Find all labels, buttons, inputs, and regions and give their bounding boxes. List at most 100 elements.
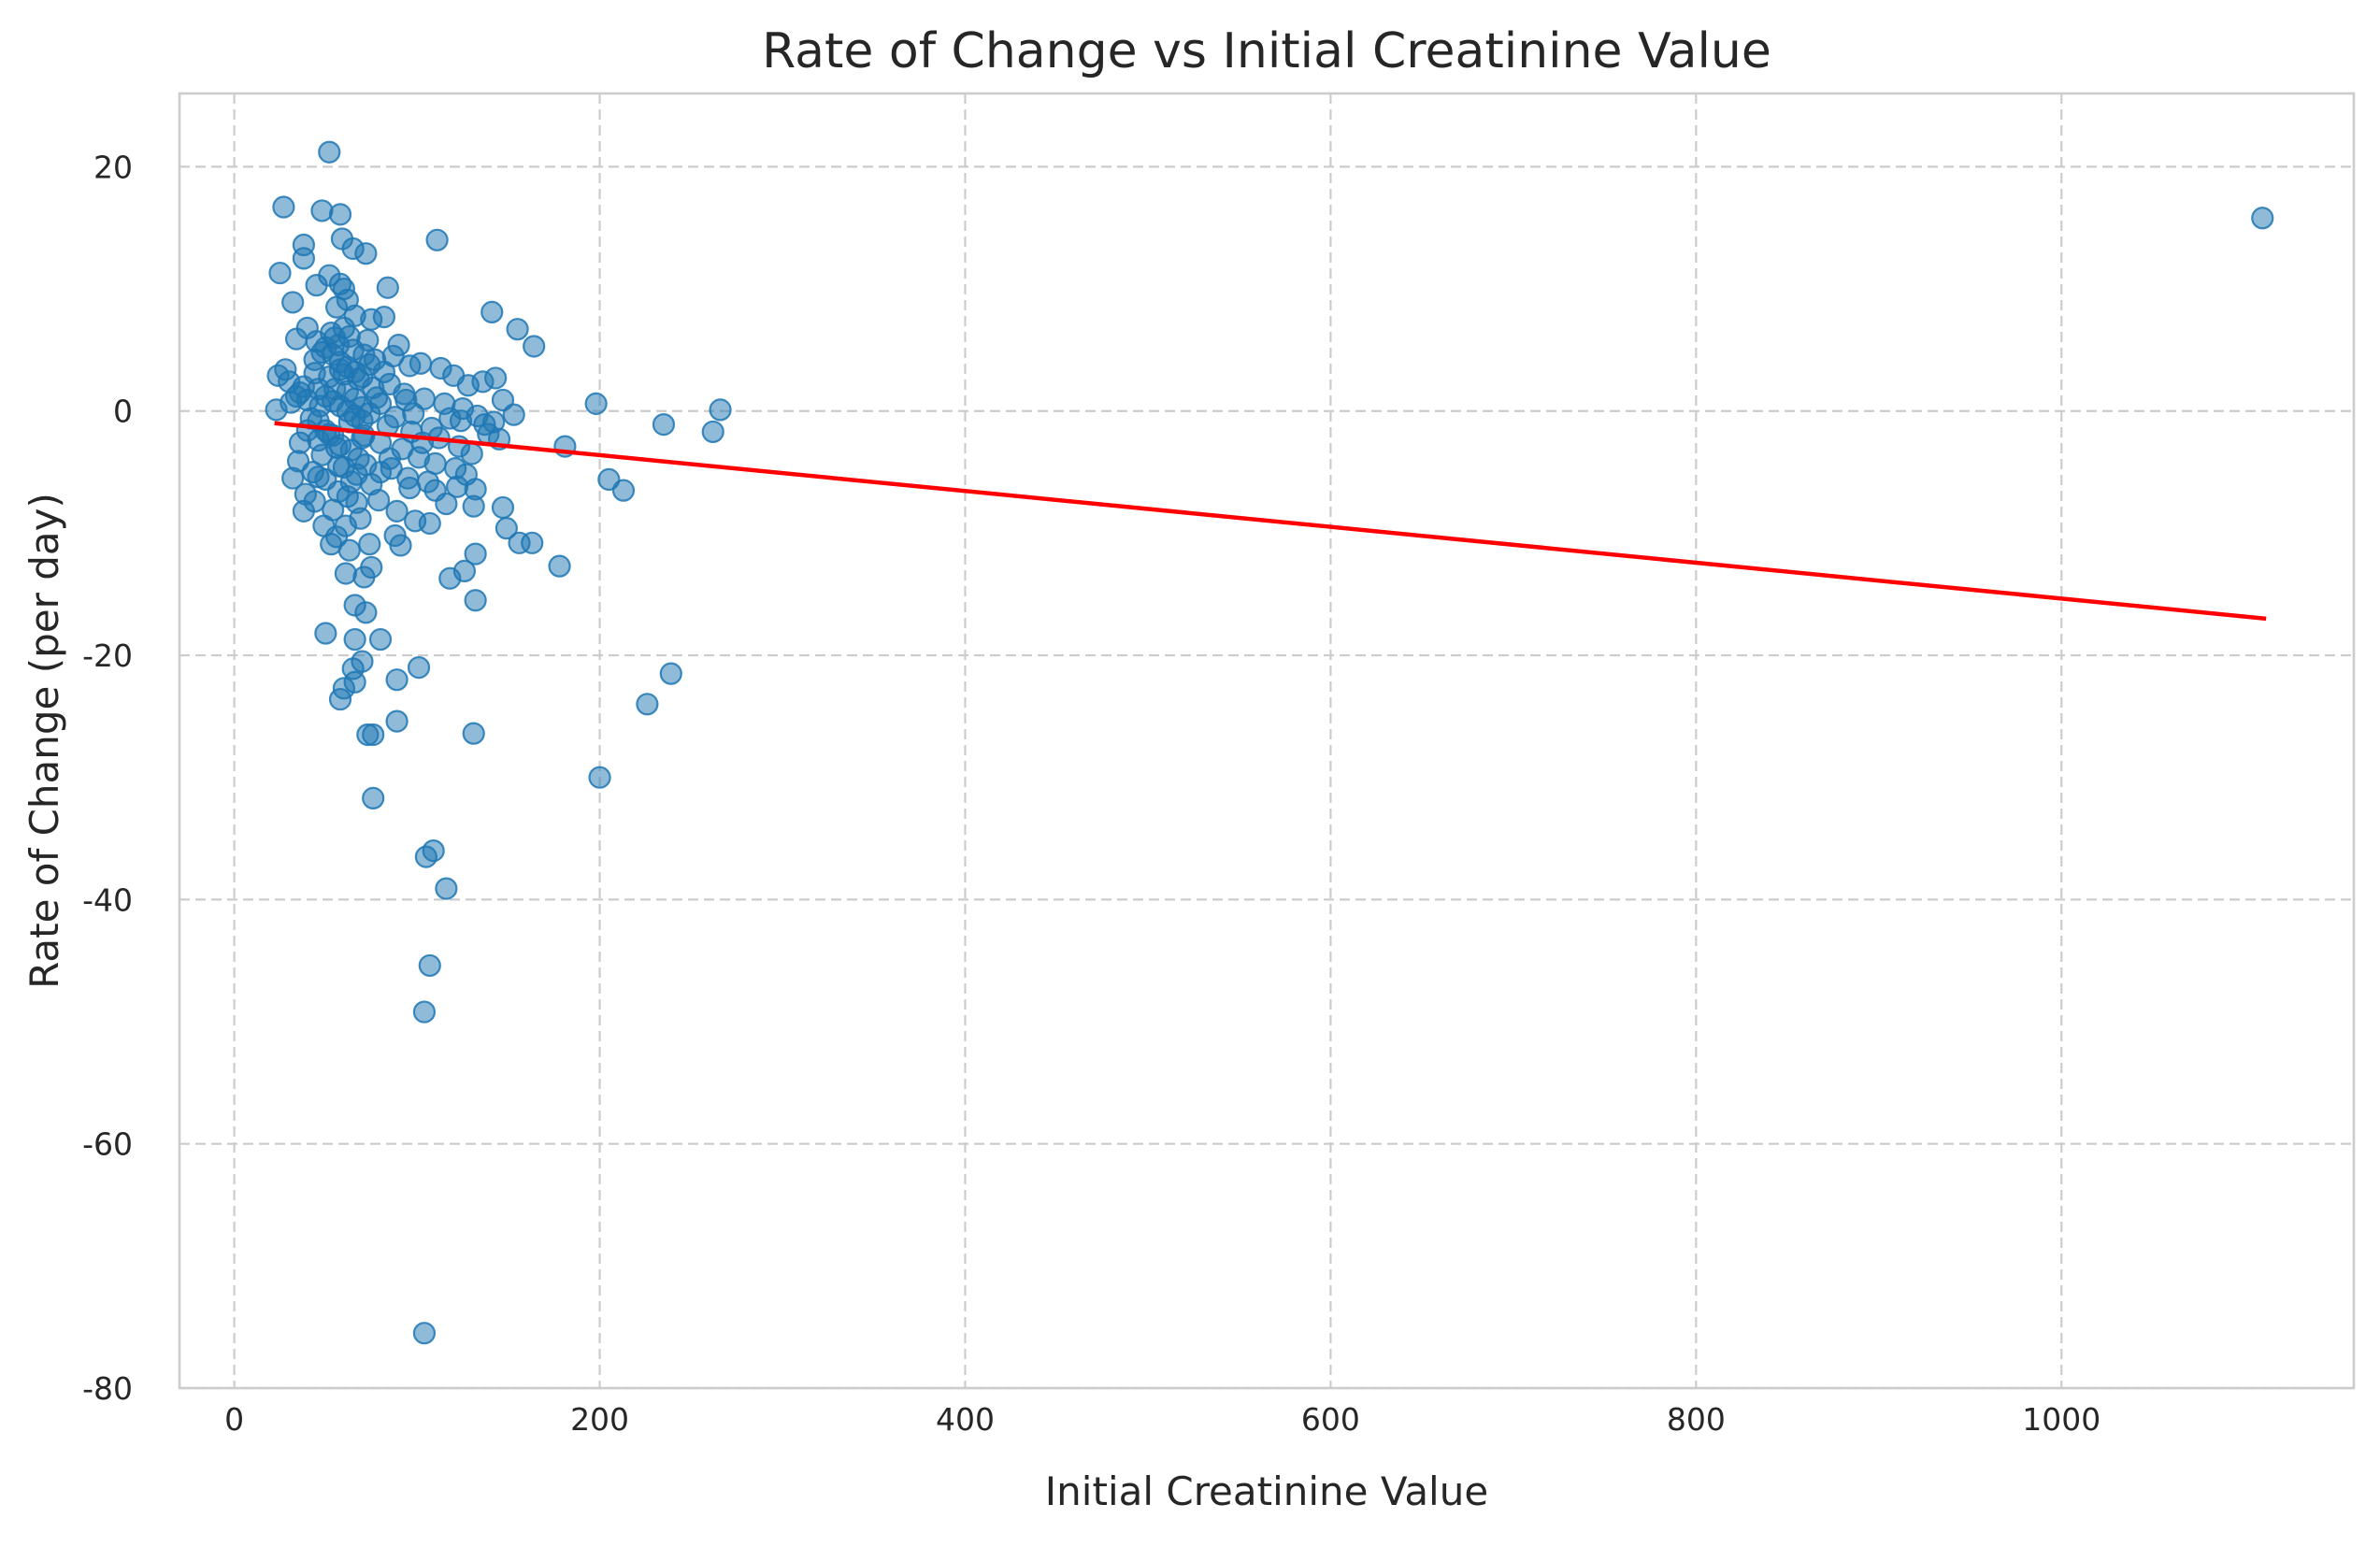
- data-point: [328, 358, 352, 381]
- y-tick-label: -20: [82, 637, 133, 674]
- data-point: [354, 601, 378, 624]
- data-point: [345, 491, 368, 514]
- grid-layer: [179, 93, 2354, 1390]
- data-point: [482, 410, 506, 434]
- data-point: [328, 687, 352, 711]
- data-point: [502, 403, 525, 426]
- data-point: [495, 517, 518, 540]
- data-point: [396, 466, 420, 490]
- x-tick-label: 400: [936, 1401, 995, 1438]
- data-point: [659, 662, 682, 685]
- data-point: [584, 392, 608, 415]
- data-point: [484, 366, 508, 390]
- chart-title: Rate of Change vs Initial Creatinine Val…: [762, 23, 1771, 79]
- data-point: [652, 412, 676, 437]
- data-point: [318, 140, 341, 164]
- data-point: [418, 953, 441, 978]
- data-point: [307, 466, 330, 489]
- x-tick-label: 0: [224, 1401, 244, 1438]
- data-point: [412, 1322, 437, 1345]
- data-point: [343, 670, 366, 694]
- data-point: [2251, 207, 2274, 230]
- data-point: [324, 436, 349, 460]
- y-tick-label: -60: [82, 1126, 133, 1163]
- y-tick-label: -40: [82, 881, 133, 918]
- data-point: [268, 261, 292, 285]
- data-point: [334, 562, 357, 585]
- data-point: [462, 494, 485, 518]
- data-point: [407, 656, 431, 680]
- data-point: [284, 327, 308, 351]
- data-point: [360, 555, 383, 580]
- data-point: [372, 306, 396, 329]
- data-point: [274, 358, 297, 381]
- data-point: [548, 554, 571, 578]
- trend-line: [274, 421, 2267, 622]
- data-point: [314, 622, 337, 645]
- data-point: [449, 409, 473, 433]
- data-point: [358, 533, 381, 556]
- data-point: [323, 326, 347, 350]
- data-point: [368, 627, 393, 652]
- y-tick-label: -80: [82, 1370, 133, 1407]
- data-point: [418, 511, 441, 536]
- y-tick-label: 20: [93, 149, 133, 185]
- data-point: [284, 384, 308, 408]
- data-point: [368, 460, 393, 484]
- data-point: [462, 722, 485, 745]
- data-point: [414, 845, 437, 868]
- data-point: [368, 392, 393, 415]
- data-point: [709, 398, 732, 422]
- data-point: [435, 877, 458, 900]
- data-point: [385, 499, 409, 523]
- data-point: [362, 786, 385, 810]
- data-point: [272, 195, 295, 219]
- x-tick-label: 200: [570, 1401, 629, 1438]
- data-point: [292, 499, 316, 523]
- data-point: [636, 693, 659, 716]
- data-point: [281, 291, 305, 314]
- plot-frame: [178, 92, 2356, 1390]
- data-point: [292, 247, 316, 270]
- data-point: [394, 388, 418, 412]
- data-point: [326, 480, 351, 504]
- trend-layer: [274, 421, 2267, 622]
- data-point: [341, 236, 365, 261]
- x-tick-label: 1000: [2022, 1401, 2100, 1438]
- data-point: [328, 203, 352, 226]
- data-point: [611, 479, 636, 502]
- data-point: [409, 351, 433, 375]
- data-point: [701, 420, 724, 444]
- data-point: [310, 199, 334, 222]
- data-point: [381, 344, 405, 368]
- data-point: [446, 475, 469, 498]
- data-point: [523, 335, 546, 358]
- data-point: [464, 589, 487, 612]
- data-point: [364, 348, 387, 371]
- data-point: [334, 514, 357, 537]
- data-point: [412, 1000, 437, 1024]
- data-point: [385, 709, 409, 733]
- data-point: [288, 431, 312, 454]
- data-point: [320, 533, 343, 556]
- data-point: [303, 348, 326, 371]
- points-layer: [265, 140, 2274, 1345]
- data-point: [464, 542, 487, 566]
- data-point: [491, 495, 515, 520]
- x-tick-label: 800: [1667, 1401, 1726, 1438]
- data-point: [356, 328, 380, 352]
- data-point: [423, 479, 447, 502]
- data-point: [425, 228, 449, 251]
- data-point: [389, 534, 412, 557]
- data-point: [506, 318, 529, 341]
- data-point: [376, 276, 399, 299]
- data-point: [366, 488, 391, 512]
- data-point: [343, 627, 366, 652]
- x-axis-label: Initial Creatinine Value: [1045, 1468, 1488, 1514]
- x-tick-label: 600: [1301, 1401, 1360, 1438]
- data-point: [521, 531, 544, 554]
- data-point: [480, 300, 504, 323]
- data-point: [281, 466, 305, 490]
